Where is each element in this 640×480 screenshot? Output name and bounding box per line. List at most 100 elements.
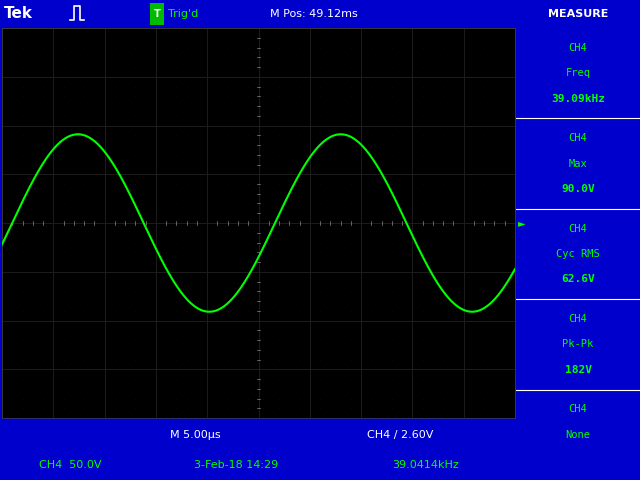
Point xyxy=(161,239,172,246)
Point xyxy=(490,356,500,363)
Point xyxy=(346,346,356,354)
Point xyxy=(366,326,376,334)
Point xyxy=(131,161,141,168)
Point xyxy=(376,395,387,402)
Point xyxy=(212,307,223,314)
Point xyxy=(490,385,500,393)
Point xyxy=(264,209,274,217)
Point xyxy=(274,44,284,51)
Point xyxy=(109,112,120,120)
Point xyxy=(325,385,335,393)
Point xyxy=(428,288,438,295)
Point xyxy=(131,132,141,139)
Point xyxy=(7,297,17,305)
Point xyxy=(58,277,68,285)
Point xyxy=(109,307,120,314)
Point xyxy=(449,395,459,402)
Point xyxy=(376,112,387,120)
Point xyxy=(325,180,335,188)
Point xyxy=(120,277,131,285)
Point xyxy=(387,258,397,266)
Point xyxy=(469,161,479,168)
Point xyxy=(325,112,335,120)
Point xyxy=(161,190,172,198)
Point xyxy=(500,83,510,90)
Point xyxy=(212,132,223,139)
Point xyxy=(397,288,407,295)
Point xyxy=(397,239,407,246)
Point xyxy=(7,288,17,295)
Point xyxy=(79,132,89,139)
Point xyxy=(212,375,223,383)
Point xyxy=(58,288,68,295)
Point xyxy=(172,132,182,139)
Point xyxy=(264,102,274,110)
Point xyxy=(274,356,284,363)
Point xyxy=(417,190,428,198)
Point xyxy=(315,53,325,61)
Point xyxy=(274,63,284,71)
Point xyxy=(120,93,131,100)
Point xyxy=(264,395,274,402)
Point xyxy=(490,180,500,188)
Point xyxy=(58,249,68,256)
Point xyxy=(58,102,68,110)
Point xyxy=(172,336,182,344)
Point xyxy=(161,307,172,314)
Point xyxy=(325,375,335,383)
Point xyxy=(284,346,294,354)
Point xyxy=(38,277,48,285)
Point xyxy=(428,63,438,71)
Point xyxy=(243,141,253,149)
Point xyxy=(438,229,448,237)
Point xyxy=(89,180,99,188)
Point xyxy=(7,209,17,217)
Point xyxy=(192,34,202,42)
Point xyxy=(58,385,68,393)
Point xyxy=(17,395,28,402)
Point xyxy=(500,209,510,217)
Point xyxy=(500,385,510,393)
Point xyxy=(346,277,356,285)
Text: CH4: CH4 xyxy=(568,133,588,144)
Point xyxy=(284,102,294,110)
Point xyxy=(294,346,305,354)
Point xyxy=(233,336,243,344)
Point xyxy=(7,180,17,188)
Point xyxy=(38,336,48,344)
Point xyxy=(490,336,500,344)
Text: 39.09kHz: 39.09kHz xyxy=(551,94,605,104)
Point xyxy=(17,385,28,393)
Point xyxy=(315,239,325,246)
Point xyxy=(243,93,253,100)
Point xyxy=(264,405,274,412)
Point xyxy=(192,346,202,354)
Point xyxy=(315,34,325,42)
Point xyxy=(325,151,335,158)
Point xyxy=(192,288,202,295)
Point xyxy=(120,132,131,139)
Point xyxy=(109,151,120,158)
Point xyxy=(172,200,182,207)
Point xyxy=(428,385,438,393)
Point xyxy=(500,200,510,207)
Point xyxy=(212,405,223,412)
Point xyxy=(397,249,407,256)
Point xyxy=(284,385,294,393)
Point xyxy=(172,249,182,256)
Point xyxy=(325,200,335,207)
Point xyxy=(141,229,151,237)
Point xyxy=(141,180,151,188)
Point xyxy=(120,258,131,266)
Point xyxy=(17,200,28,207)
Point xyxy=(131,44,141,51)
Point xyxy=(387,249,397,256)
Point xyxy=(17,336,28,344)
Point xyxy=(428,297,438,305)
Point xyxy=(438,405,448,412)
Point xyxy=(469,44,479,51)
Point xyxy=(131,239,141,246)
Point xyxy=(284,239,294,246)
Point xyxy=(264,297,274,305)
Point xyxy=(428,161,438,168)
